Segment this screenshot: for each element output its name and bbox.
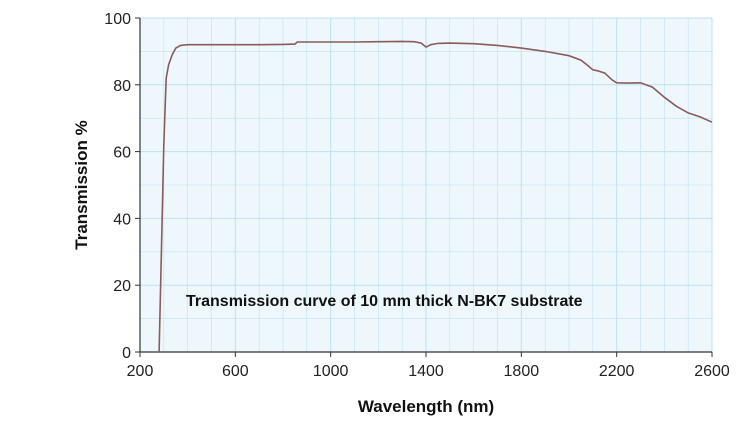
x-axis-title: Wavelength (nm) — [358, 397, 494, 416]
x-tick-label: 1800 — [504, 363, 540, 380]
y-tick-label: 100 — [104, 11, 131, 28]
x-tick-label: 1000 — [313, 363, 349, 380]
y-axis-title: Transmission % — [72, 120, 91, 249]
y-tick-label: 20 — [113, 278, 131, 295]
chart-annotation: Transmission curve of 10 mm thick N-BK7 … — [186, 293, 583, 310]
y-tick-label: 80 — [113, 78, 131, 95]
x-tick-label: 1400 — [408, 363, 444, 380]
y-tick-label: 0 — [122, 345, 131, 362]
transmission-series-line — [158, 40, 713, 353]
x-tick-label: 200 — [127, 363, 154, 380]
axes — [135, 17, 713, 357]
x-tick-label: 600 — [222, 363, 249, 380]
tick-labels: 200 600 1000 1400 1800 2200 2600 0 20 40 60 80 100 — [104, 11, 730, 380]
y-tick-label: 40 — [113, 211, 131, 228]
x-tick-label: 2600 — [694, 363, 730, 380]
x-tick-label: 2200 — [599, 363, 635, 380]
y-tick-label: 60 — [113, 145, 131, 162]
